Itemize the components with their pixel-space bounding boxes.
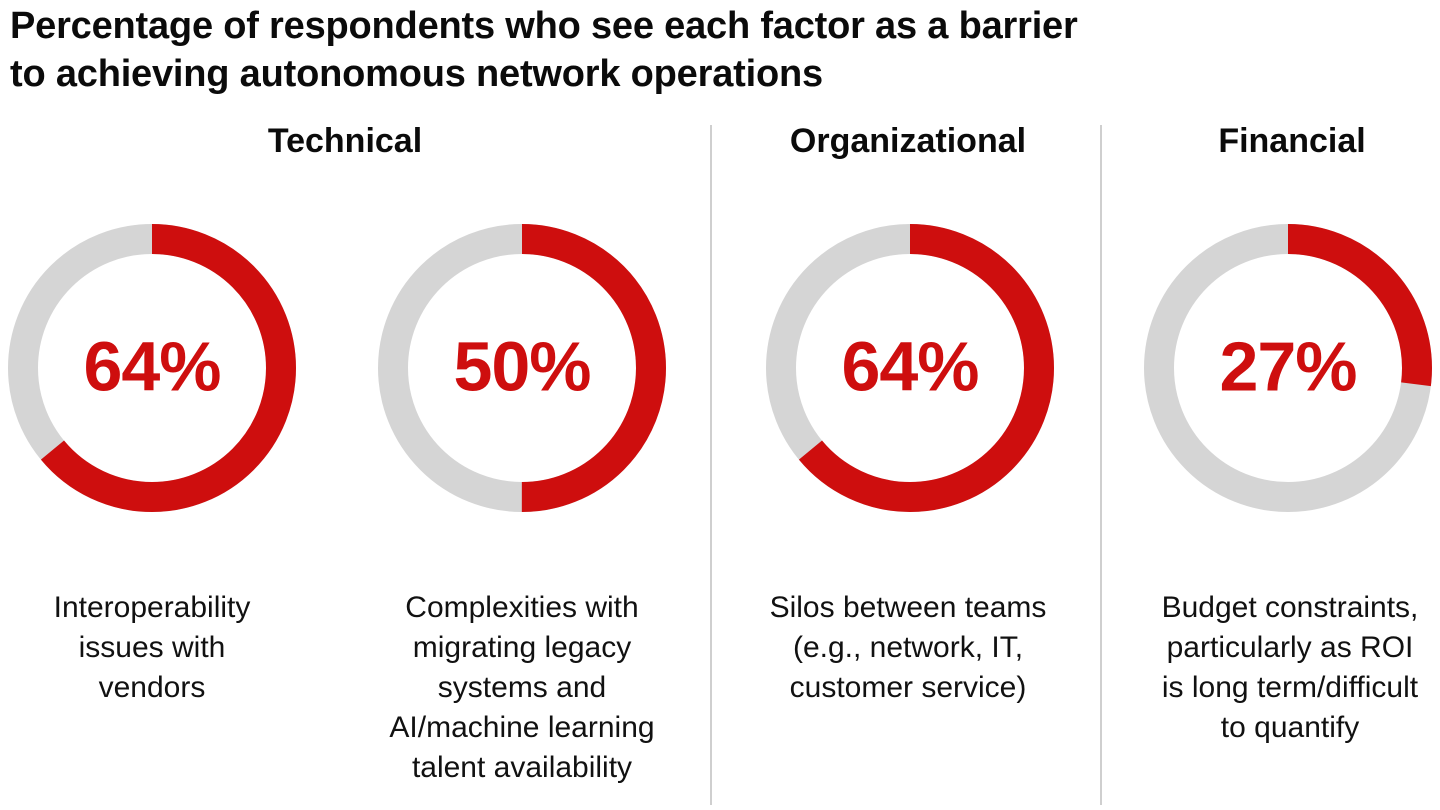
donut-ring-svg — [8, 224, 296, 512]
column-divider — [710, 125, 712, 805]
donut-value-label: 64% — [841, 327, 979, 406]
donut-ring-svg — [1144, 224, 1432, 512]
donut-chart-budget: 27% — [1144, 224, 1432, 512]
group-header-organizational: Organizational — [789, 122, 1027, 160]
donut-chart-silos: 64% — [766, 224, 1054, 512]
donut-caption-interoperability: Interoperability issues with vendors — [53, 591, 251, 704]
donut-chart-legacy-complexities: 50% — [378, 224, 666, 512]
donut-caption-silos: Silos between teams (e.g., network, IT, … — [769, 591, 1047, 704]
donut-caption-budget: Budget constraints, particularly as ROI … — [1161, 591, 1419, 744]
group-header-technical: Technical — [267, 122, 423, 160]
chart-title: Percentage of respondents who see each f… — [10, 5, 1078, 95]
donut-chart-interoperability: 64% — [8, 224, 296, 512]
column-divider — [1100, 125, 1102, 805]
donut-value-label: 50% — [453, 327, 591, 406]
donut-ring-svg — [378, 224, 666, 512]
group-header-financial: Financial — [1218, 122, 1366, 160]
donut-ring-svg — [766, 224, 1054, 512]
donut-value-label: 27% — [1219, 327, 1357, 406]
donut-value-label: 64% — [83, 327, 221, 406]
donut-caption-legacy-complexities: Complexities with migrating legacy syste… — [389, 591, 655, 784]
